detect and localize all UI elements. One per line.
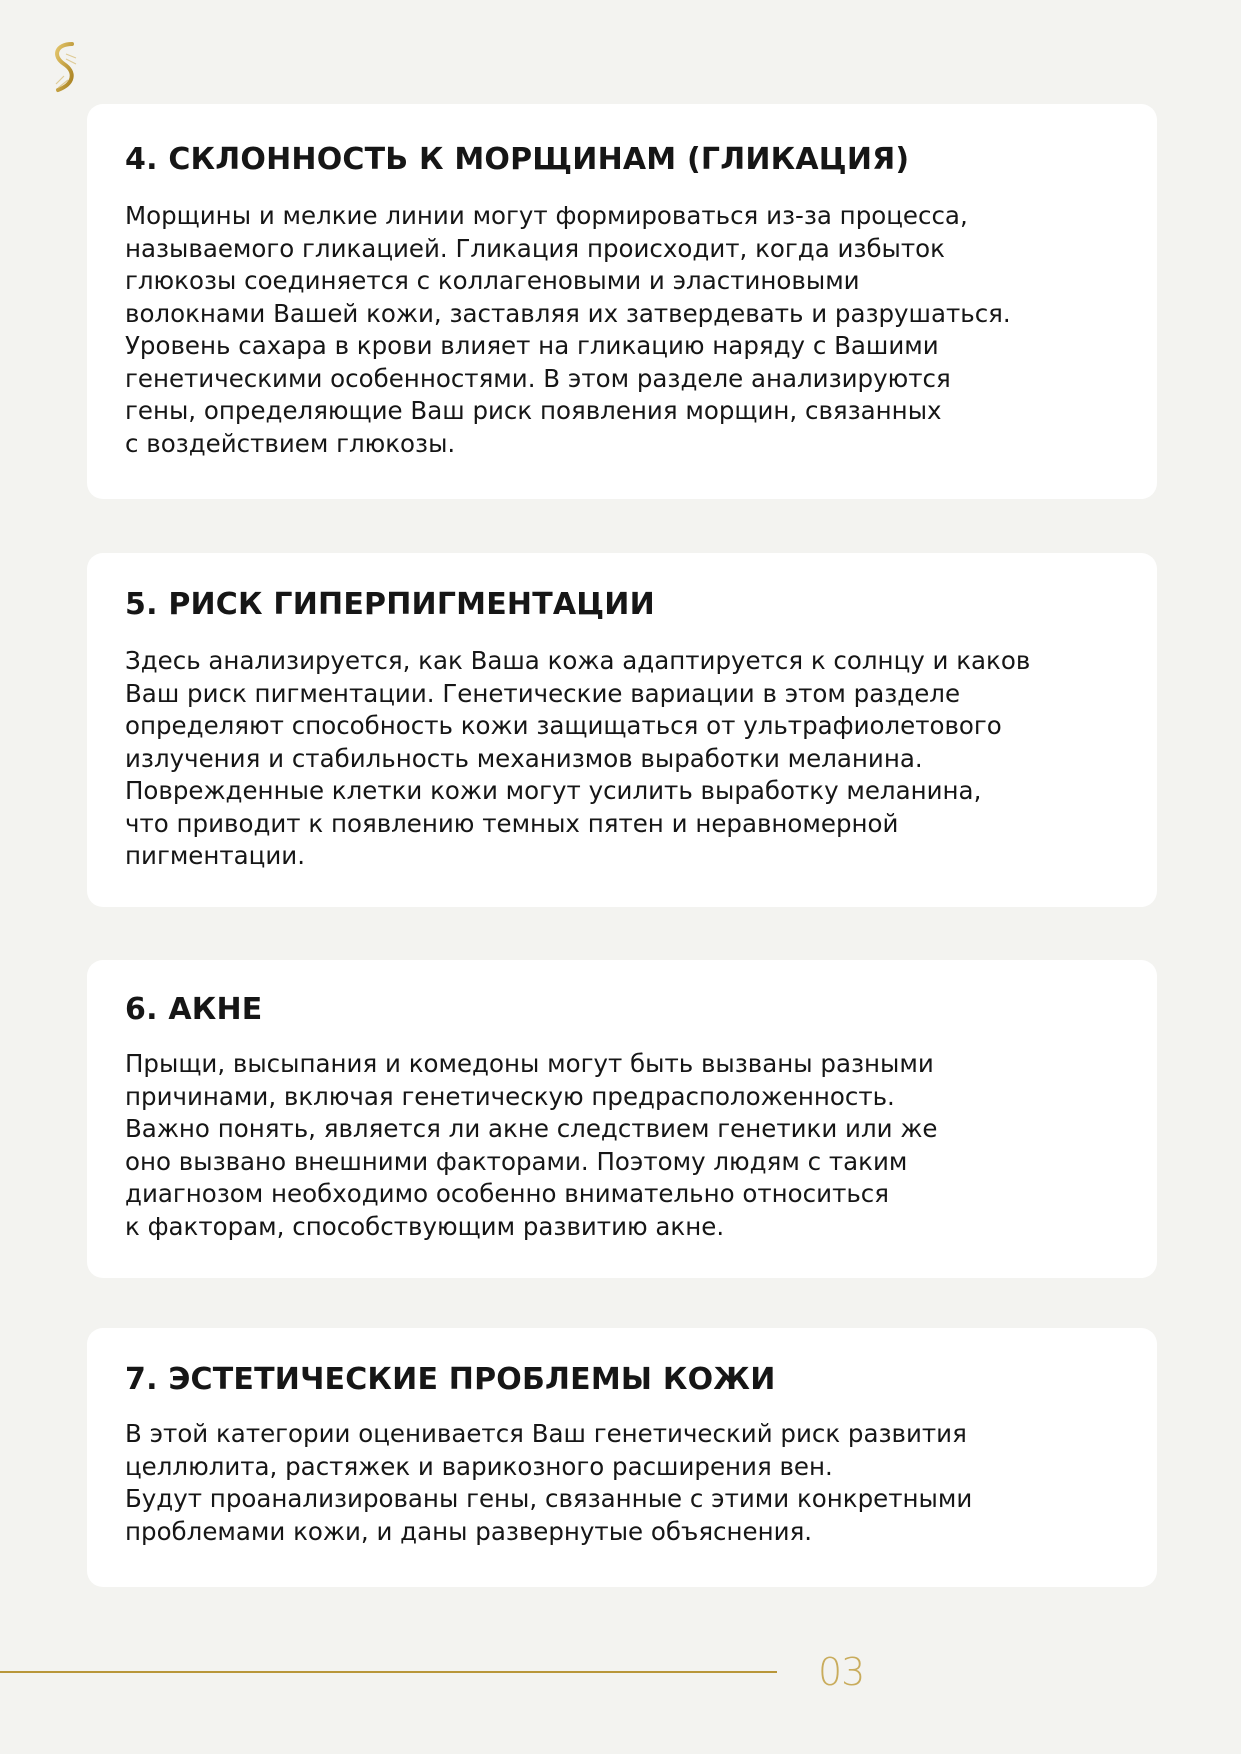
body-line: глюкозы соединяется с коллагеновыми и эл…: [125, 266, 860, 295]
section-card-aesthetic-problems: 7. ЭСТЕТИЧЕСКИЕ ПРОБЛЕМЫ КОЖИ В этой кат…: [87, 1328, 1157, 1587]
body-line: с воздействием глюкозы.: [125, 428, 456, 458]
dna-helix-logo: [55, 42, 77, 92]
section-body: Морщины и мелкие линии могут формировать…: [125, 200, 1011, 460]
section-card-hyperpigmentation: 5. РИСК ГИПЕРПИГМЕНТАЦИИ Здесь анализиру…: [87, 553, 1157, 907]
section-body: В этой категории оценивается Ваш генетич…: [125, 1418, 972, 1548]
body-line: гены, определяющие Ваш риск появления мо…: [125, 396, 942, 425]
body-line: Ваш риск пигментации. Генетические вариа…: [125, 678, 961, 708]
body-line: что приводит к появлению темных пятен и …: [125, 808, 899, 838]
body-line: Поврежденные клетки кожи могут усилить в…: [125, 776, 982, 805]
body-line: Будут проанализированы гены, связанные с…: [125, 1484, 973, 1513]
section-title: 4. СКЛОННОСТЬ К МОРЩИНАМ (ГЛИКАЦИЯ): [125, 142, 910, 177]
body-line: определяют способность кожи защищаться о…: [125, 711, 1002, 740]
body-line: называемого гликацией. Гликация происход…: [125, 233, 945, 263]
body-line: Важно понять, является ли акне следствие…: [125, 1114, 938, 1143]
body-line: Морщины и мелкие линии могут формировать…: [125, 201, 968, 230]
body-line: проблемами кожи, и даны развернутые объя…: [125, 1516, 813, 1546]
body-line: к факторам, способствующим развитию акне…: [125, 1211, 725, 1241]
section-title: 7. ЭСТЕТИЧЕСКИЕ ПРОБЛЕМЫ КОЖИ: [125, 1362, 776, 1397]
page-number: 03: [818, 1650, 865, 1694]
body-line: Здесь анализируется, как Ваша кожа адапт…: [125, 646, 1031, 675]
footer-divider: [0, 1671, 777, 1673]
section-title: 5. РИСК ГИПЕРПИГМЕНТАЦИИ: [125, 587, 655, 622]
body-line: генетическими особенностями. В этом разд…: [125, 363, 951, 393]
section-card-acne: 6. АКНЕ Прыщи, высыпания и комедоны могу…: [87, 960, 1157, 1278]
section-title: 6. АКНЕ: [125, 992, 263, 1027]
section-body: Здесь анализируется, как Ваша кожа адапт…: [125, 645, 1030, 873]
body-line: пигментации.: [125, 841, 305, 870]
section-body: Прыщи, высыпания и комедоны могут быть в…: [125, 1048, 937, 1243]
body-line: волокнами Вашей кожи, заставляя их затве…: [125, 298, 1011, 328]
body-line: целлюлита, растяжек и варикозного расшир…: [125, 1451, 833, 1481]
body-line: В этой категории оценивается Ваш генетич…: [125, 1419, 967, 1448]
body-line: Уровень сахара в крови влияет на гликаци…: [125, 331, 939, 360]
body-line: оно вызвано внешними факторами. Поэтому …: [125, 1146, 908, 1176]
section-card-wrinkles: 4. СКЛОННОСТЬ К МОРЩИНАМ (ГЛИКАЦИЯ) Морщ…: [87, 104, 1157, 499]
body-line: диагнозом необходимо особенно внимательн…: [125, 1179, 889, 1208]
body-line: причинами, включая генетическую предрасп…: [125, 1081, 895, 1111]
body-line: излучения и стабильность механизмов выра…: [125, 743, 923, 773]
body-line: Прыщи, высыпания и комедоны могут быть в…: [125, 1049, 934, 1078]
